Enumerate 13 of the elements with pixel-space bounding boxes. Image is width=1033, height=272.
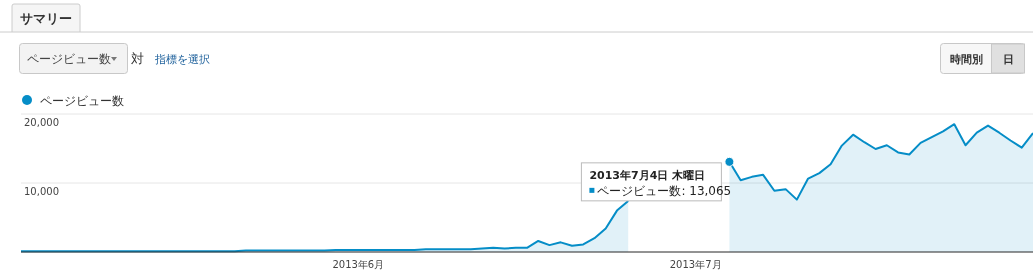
x-tick-label: 2013年7月 <box>669 259 722 270</box>
text: サマリー <box>20 11 72 26</box>
text: ページビュー数 <box>27 52 111 66</box>
annotation: ページビュー数: 13,065 <box>597 183 732 198</box>
text: 日 <box>1002 53 1014 66</box>
annotation: 2013年7月4日 木曜日 <box>589 168 706 182</box>
legend-label: ページビュー数 <box>40 94 124 108</box>
x-tick-label: 2013年6月 <box>332 259 385 270</box>
text: 対 <box>131 51 144 66</box>
y-tick-label: 20,000 <box>24 117 59 128</box>
y-tick-label: 10,000 <box>24 186 59 197</box>
text: 時間別 <box>949 53 983 66</box>
text: 指標を選択 <box>154 53 210 66</box>
